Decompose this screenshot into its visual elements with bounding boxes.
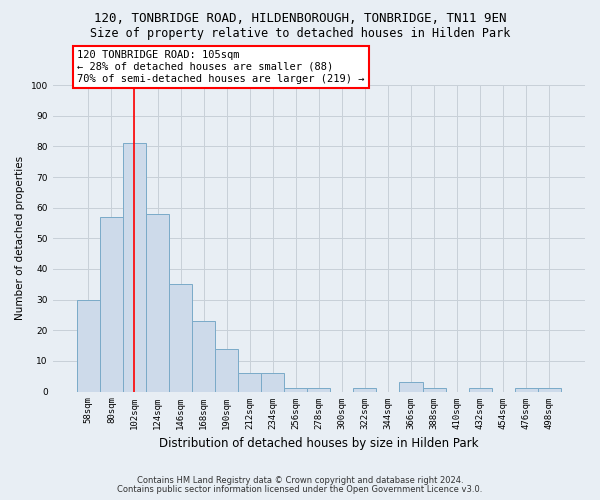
Text: Contains HM Land Registry data © Crown copyright and database right 2024.: Contains HM Land Registry data © Crown c… [137,476,463,485]
Bar [307,388,331,392]
Y-axis label: Number of detached properties: Number of detached properties [15,156,25,320]
Bar [469,388,491,392]
Bar [353,388,376,392]
Text: 120 TONBRIDGE ROAD: 105sqm
← 28% of detached houses are smaller (88)
70% of semi: 120 TONBRIDGE ROAD: 105sqm ← 28% of deta… [77,50,364,84]
Text: Size of property relative to detached houses in Hilden Park: Size of property relative to detached ho… [90,28,510,40]
Bar [123,144,146,392]
Text: 120, TONBRIDGE ROAD, HILDENBOROUGH, TONBRIDGE, TN11 9EN: 120, TONBRIDGE ROAD, HILDENBOROUGH, TONB… [94,12,506,26]
Bar [422,388,446,392]
Bar [238,373,261,392]
Bar [284,388,307,392]
Bar [169,284,192,392]
Bar [538,388,561,392]
Bar [77,300,100,392]
X-axis label: Distribution of detached houses by size in Hilden Park: Distribution of detached houses by size … [159,437,479,450]
Bar [515,388,538,392]
Bar [192,321,215,392]
Bar [261,373,284,392]
Bar [146,214,169,392]
Bar [100,217,123,392]
Bar [215,348,238,392]
Text: Contains public sector information licensed under the Open Government Licence v3: Contains public sector information licen… [118,485,482,494]
Bar [400,382,422,392]
